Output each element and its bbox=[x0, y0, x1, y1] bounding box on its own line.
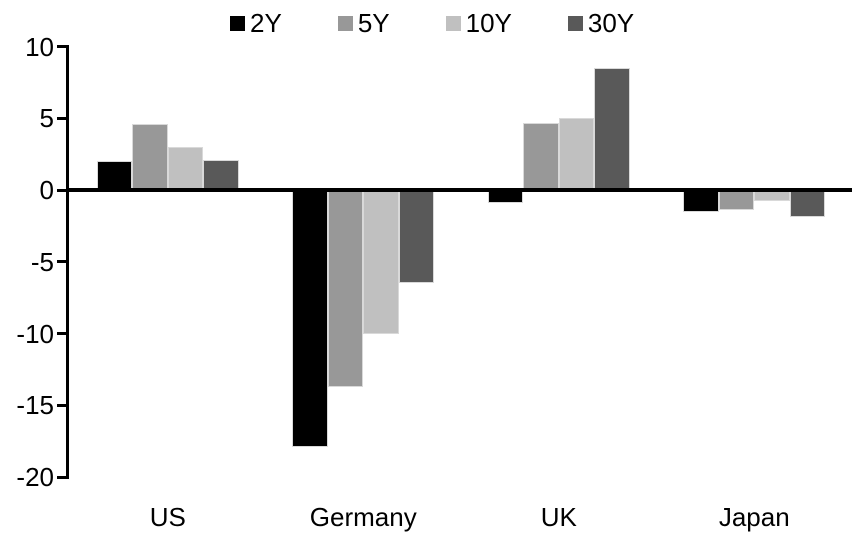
y-tick-0 bbox=[57, 188, 66, 192]
legend-swatch-10y bbox=[445, 15, 461, 31]
legend-label-30y: 30Y bbox=[587, 8, 635, 38]
bar-uk-10y bbox=[558, 118, 595, 190]
legend: 2Y 5Y 10Y 30Y bbox=[230, 10, 634, 36]
y-tick--15 bbox=[57, 403, 66, 407]
bar-germany-30y bbox=[398, 190, 435, 284]
zero-line bbox=[66, 188, 852, 192]
bar-us-2y bbox=[96, 161, 133, 190]
bar-japan-30y bbox=[789, 190, 826, 218]
y-tick-10 bbox=[57, 45, 66, 48]
bar-germany-2y bbox=[292, 190, 328, 447]
category-label-japan: Japan bbox=[718, 502, 790, 532]
y-tick-label--10: -10 bbox=[16, 318, 54, 349]
bar-japan-2y bbox=[683, 190, 719, 212]
legend-swatch-30y bbox=[567, 15, 583, 31]
y-tick--10 bbox=[57, 332, 66, 335]
y-tick-label-0: 0 bbox=[39, 175, 54, 205]
legend-item-10y: 10Y bbox=[445, 8, 512, 38]
bar-germany-5y bbox=[327, 190, 364, 387]
bar-us-10y bbox=[167, 146, 204, 190]
y-tick--20 bbox=[57, 475, 66, 479]
category-label-germany: Germany bbox=[309, 502, 417, 532]
category-label-uk: UK bbox=[540, 502, 577, 532]
category-label-us: US bbox=[149, 502, 186, 532]
bar-uk-30y bbox=[594, 68, 630, 190]
bar-japan-5y bbox=[718, 190, 755, 211]
bar-us-30y bbox=[203, 159, 239, 190]
bar-uk-5y bbox=[523, 122, 559, 190]
bar-germany-10y bbox=[363, 190, 399, 334]
y-tick-label--15: -15 bbox=[16, 390, 54, 421]
y-axis-line bbox=[66, 45, 69, 479]
legend-item-2y: 2Y bbox=[230, 10, 282, 36]
y-tick--5 bbox=[57, 260, 66, 264]
y-tick-label--5: -5 bbox=[30, 246, 54, 277]
bar-us-5y bbox=[132, 123, 168, 190]
legend-item-30y: 30Y bbox=[567, 8, 635, 38]
legend-swatch-2y bbox=[230, 15, 245, 31]
y-tick-label-5: 5 bbox=[39, 103, 54, 134]
y-tick-label--20: -20 bbox=[16, 462, 54, 492]
legend-label-10y: 10Y bbox=[465, 8, 512, 38]
legend-swatch-5y bbox=[337, 15, 353, 31]
y-tick-5 bbox=[57, 116, 66, 120]
y-tick-label-10: 10 bbox=[25, 31, 54, 62]
legend-label-5y: 5Y bbox=[357, 8, 390, 38]
legend-label-2y: 2Y bbox=[250, 8, 282, 38]
legend-item-5y: 5Y bbox=[337, 8, 390, 38]
